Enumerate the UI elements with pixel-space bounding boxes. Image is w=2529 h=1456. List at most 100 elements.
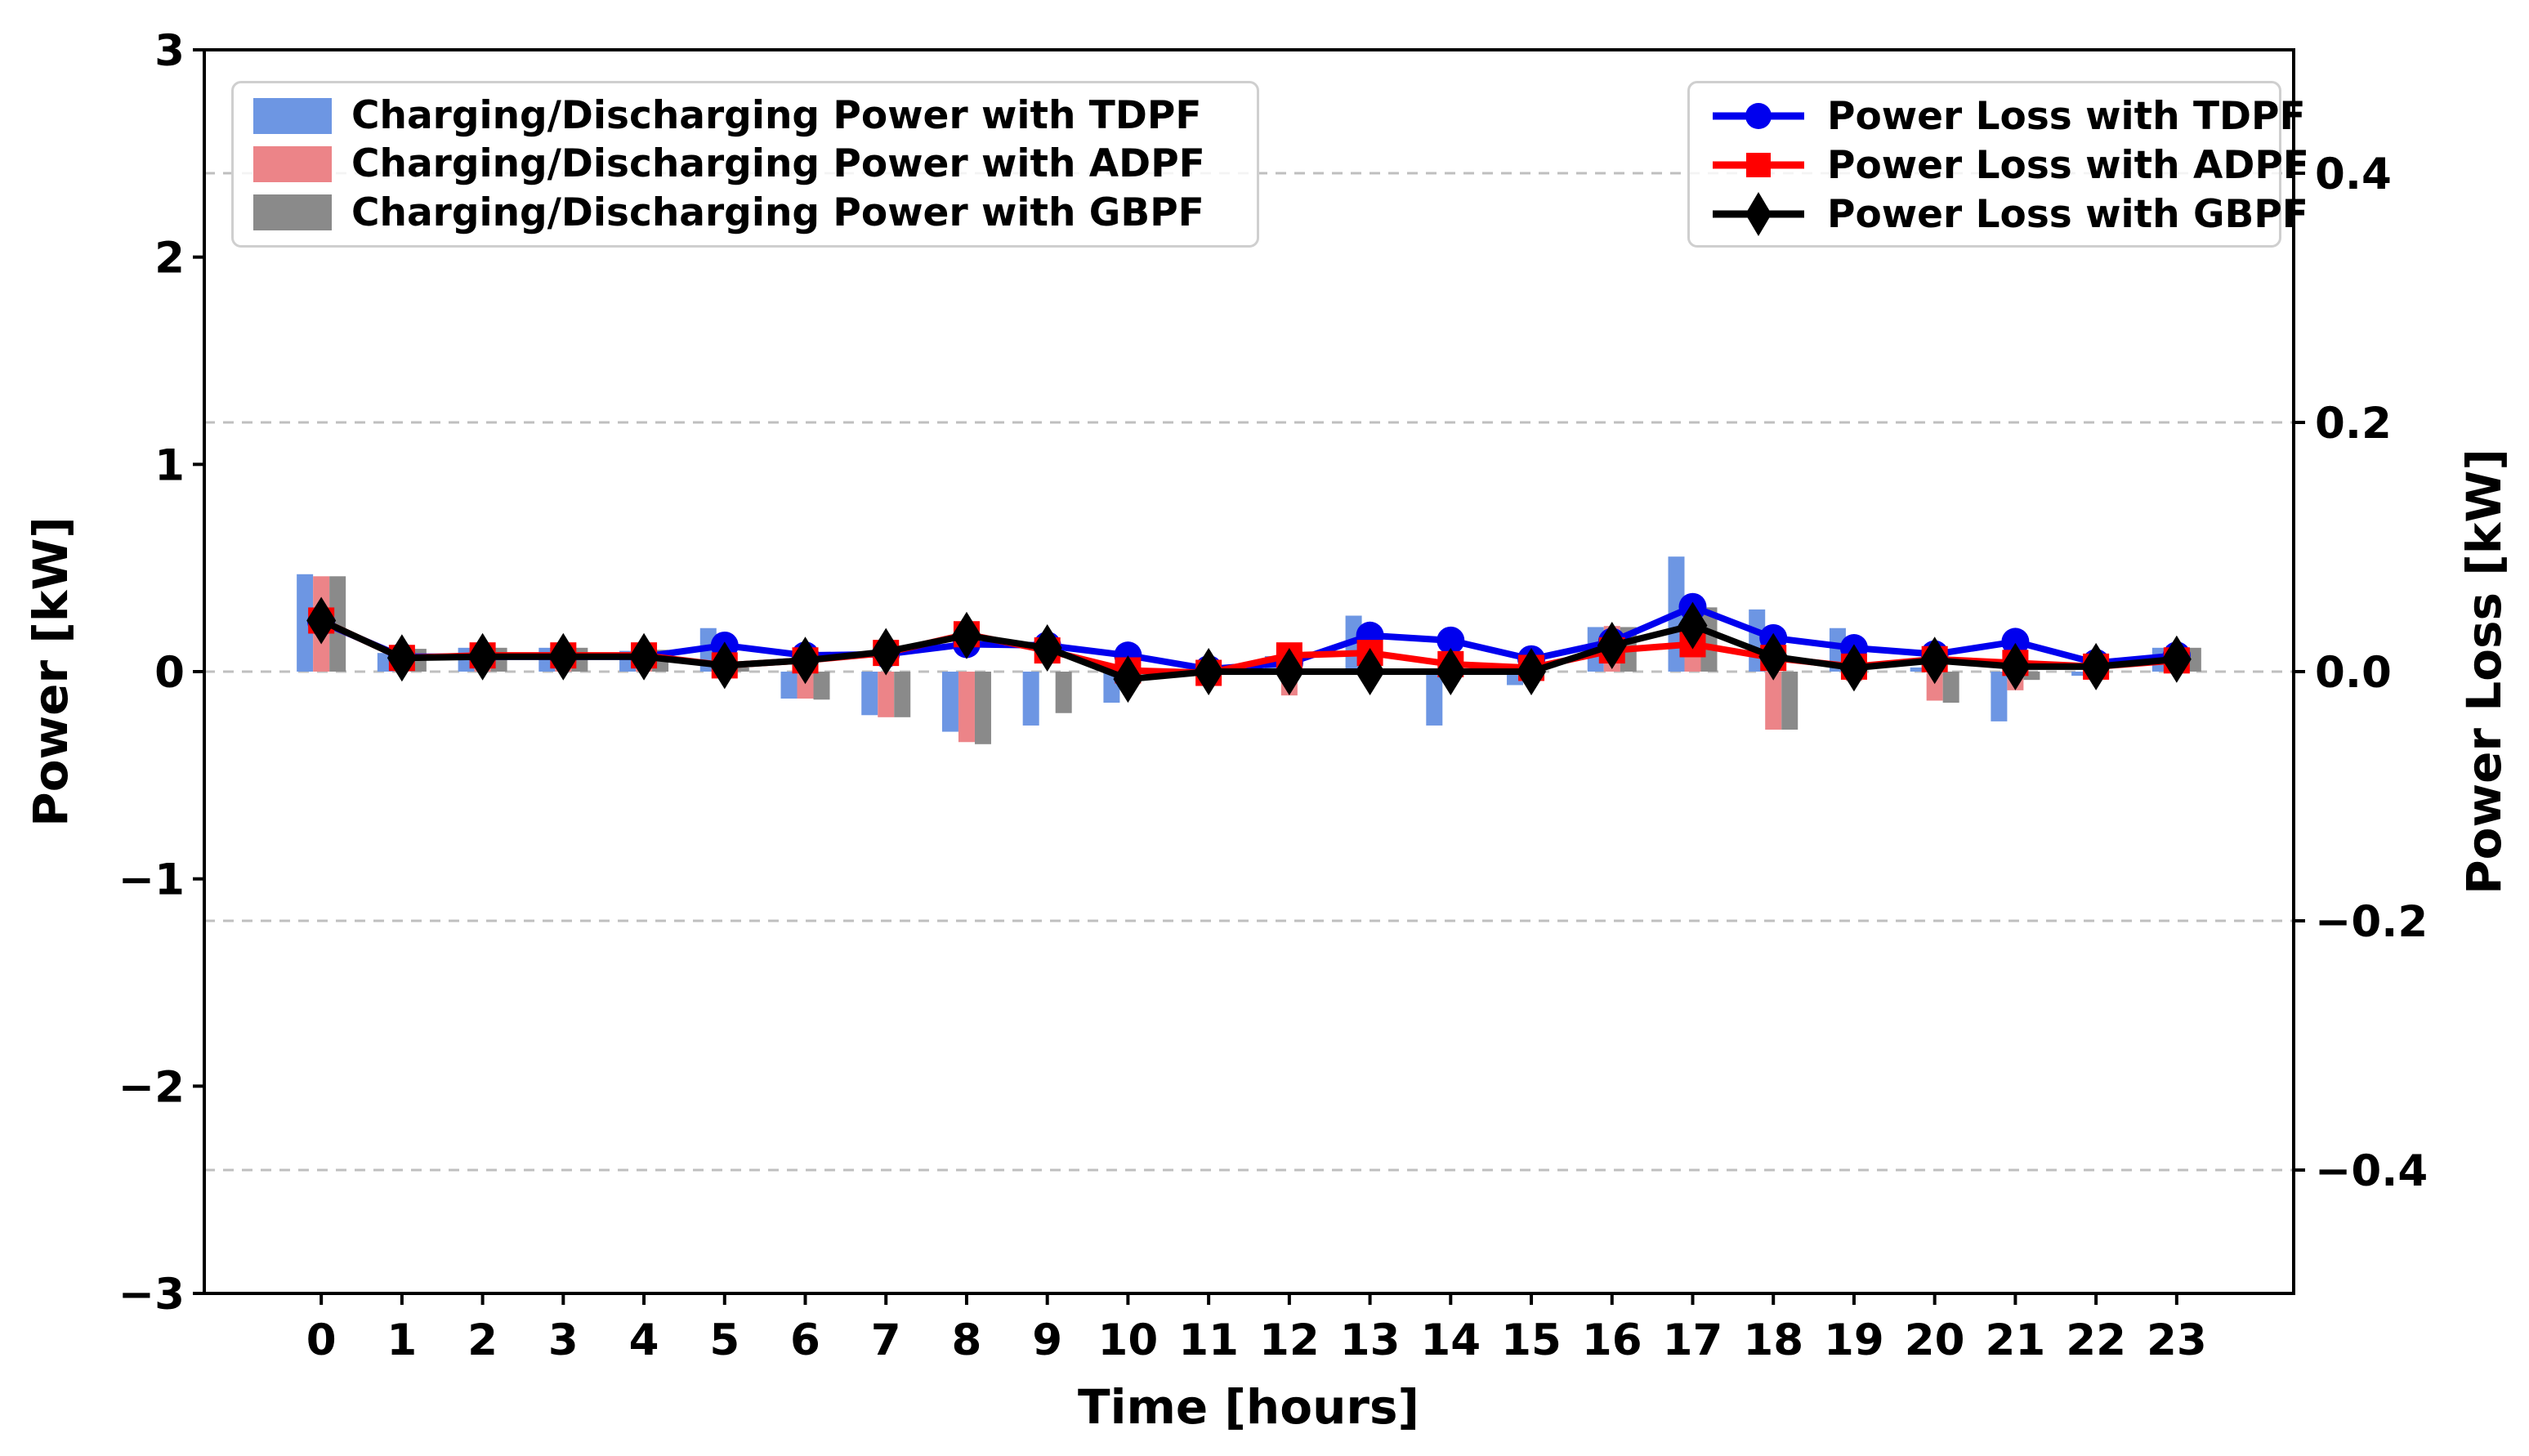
legend-bars: Charging/Discharging Power with TDPF Char… — [231, 81, 1259, 248]
tick-label-right: 0.4 — [2315, 150, 2392, 199]
marker-diamond — [1194, 648, 1224, 695]
tick-label-x: 23 — [2147, 1315, 2207, 1365]
bar-adpf-h6 — [797, 672, 814, 699]
tick-label-left: −1 — [118, 855, 185, 905]
bar-adpf-h20 — [1926, 672, 1943, 701]
marker-diamond — [1113, 655, 1143, 703]
bar-gbpf-h20 — [1942, 672, 1959, 703]
legend-item: Power Loss with GBPF — [1709, 190, 2308, 239]
bar-gbpf-h18 — [1781, 672, 1798, 730]
bar-gbpf-h9 — [1055, 672, 1072, 713]
tick-label-x: 20 — [1905, 1315, 1965, 1365]
tick-label-left: 1 — [154, 440, 185, 490]
legend-item: Charging/Discharging Power with GBPF — [253, 190, 1237, 235]
marker-diamond — [548, 632, 579, 681]
marker-diamond — [386, 634, 417, 682]
tick-label-right: 0.2 — [2315, 399, 2392, 449]
tick-label-right: −0.2 — [2315, 897, 2428, 947]
bar-adpf-h7 — [878, 672, 895, 717]
bar-gbpf-h6 — [813, 672, 830, 700]
y-axis-title-left: Power [kW] — [23, 516, 78, 827]
tick-label-x: 21 — [1986, 1315, 2046, 1365]
marker-circle — [1437, 626, 1465, 654]
marker-diamond — [1839, 644, 1869, 692]
tick-label-x: 13 — [1340, 1315, 1401, 1365]
tick-label-left: 0 — [154, 648, 185, 698]
bar-tdpf-h21 — [1991, 672, 2008, 721]
marker-circle — [2001, 628, 2030, 656]
bar-tdpf-h7 — [861, 672, 878, 716]
tick-label-x: 18 — [1743, 1315, 1803, 1365]
marker-diamond — [871, 628, 901, 676]
marker-diamond — [629, 632, 659, 681]
legend-label: Power Loss with GBPF — [1827, 191, 2308, 237]
legend-item: Charging/Discharging Power with ADPF — [253, 141, 1237, 186]
bar-gbpf-h7 — [894, 672, 911, 717]
marker-diamond — [1517, 648, 1547, 695]
tick-label-x: 12 — [1259, 1315, 1320, 1365]
marker-diamond — [1436, 648, 1466, 695]
marker-diamond — [2000, 642, 2031, 690]
legend-label: Charging/Discharging Power with GBPF — [351, 190, 1204, 235]
marker-diamond — [1032, 624, 1062, 672]
legend-label: Charging/Discharging Power with TDPF — [351, 93, 1202, 139]
marker-diamond — [467, 632, 498, 681]
tick-label-x: 8 — [952, 1315, 982, 1365]
bar-gbpf-h21 — [2023, 672, 2040, 681]
marker-diamond — [1597, 621, 1627, 669]
bar-tdpf-h20 — [1910, 667, 1927, 672]
marker-diamond — [2081, 642, 2111, 690]
marker-diamond — [790, 636, 820, 685]
marker-diamond — [1678, 601, 1708, 650]
tick-label-x: 2 — [467, 1315, 498, 1365]
tick-label-left: 2 — [154, 234, 185, 284]
x-axis-title: Time [hours] — [1078, 1379, 1419, 1435]
legend-line-sample-icon — [1713, 153, 1804, 177]
tick-label-x: 4 — [629, 1315, 659, 1365]
legend-item: Power Loss with TDPF — [1709, 92, 2306, 141]
tick-label-x: 9 — [1032, 1315, 1062, 1365]
legend-swatch-icon — [253, 97, 332, 134]
tick-label-right: −0.4 — [2315, 1146, 2428, 1196]
bar-tdpf-h14 — [1426, 672, 1443, 726]
legend-item: Charging/Discharging Power with TDPF — [253, 93, 1237, 138]
tick-label-x: 11 — [1178, 1315, 1239, 1365]
legend-lines: Power Loss with TDPF Power Loss with ADPF… — [1687, 81, 2309, 248]
tick-label-right: 0.0 — [2315, 648, 2392, 698]
bar-adpf-h8 — [958, 672, 975, 743]
marker-diamond — [951, 611, 981, 659]
tick-label-x: 1 — [386, 1315, 417, 1365]
tick-label-x: 15 — [1501, 1315, 1562, 1365]
tick-label-x: 22 — [2066, 1315, 2126, 1365]
marker-diamond — [1274, 648, 1304, 695]
legend-label: Power Loss with TDPF — [1827, 93, 2306, 139]
tick-label-x: 19 — [1824, 1315, 1884, 1365]
tick-label-x: 5 — [709, 1315, 739, 1365]
bar-tdpf-h9 — [1022, 672, 1039, 726]
legend-line-sample-icon — [1713, 103, 1804, 129]
legend-label: Power Loss with ADPF — [1827, 142, 2309, 188]
tick-label-left: −3 — [118, 1270, 185, 1320]
tick-label-x: 17 — [1663, 1315, 1723, 1365]
y-axis-title-right: Power Loss [kW] — [2456, 449, 2512, 895]
bar-gbpf-h0 — [329, 576, 346, 672]
marker-diamond — [306, 596, 337, 645]
bar-tdpf-h22 — [2071, 672, 2089, 677]
tick-label-x: 10 — [1098, 1315, 1159, 1365]
tick-label-x: 16 — [1582, 1315, 1642, 1365]
marker-diamond — [709, 641, 739, 690]
marker-diamond — [2161, 635, 2192, 683]
tick-label-x: 3 — [548, 1315, 579, 1365]
bar-tdpf-h0 — [297, 574, 314, 672]
bar-gbpf-h5 — [732, 667, 749, 672]
legend-label: Charging/Discharging Power with ADPF — [351, 141, 1205, 187]
legend-line-sample-icon — [1713, 192, 1804, 236]
bar-adpf-h18 — [1765, 672, 1782, 730]
tick-label-x: 14 — [1420, 1315, 1481, 1365]
tick-label-left: −2 — [118, 1062, 185, 1112]
marker-diamond — [1919, 636, 1950, 685]
tick-label-x: 6 — [790, 1315, 820, 1365]
legend-item: Power Loss with ADPF — [1709, 141, 2309, 190]
